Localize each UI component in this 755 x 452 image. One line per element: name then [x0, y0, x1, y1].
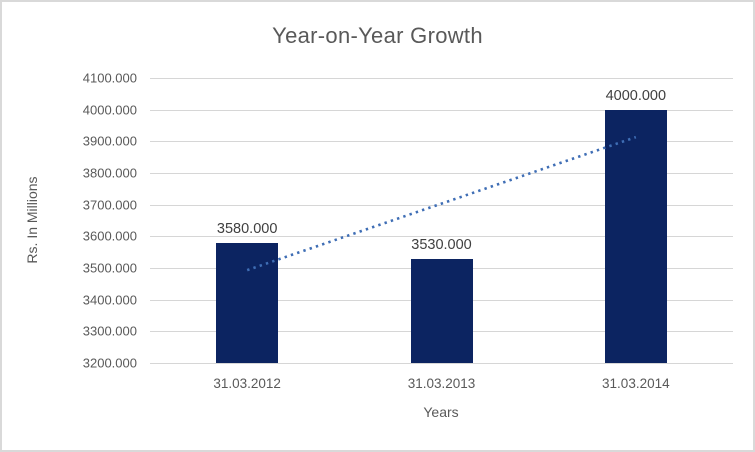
- y-tick-label: 4100.000: [82, 70, 137, 86]
- y-axis-labels: 3200.000 3300.000 3400.000 3500.000 3600.000…: [42, 71, 137, 371]
- gridline: [150, 173, 733, 174]
- chart-title: Year-on-Year Growth: [272, 23, 483, 48]
- y-tick-label: 3200.000: [82, 355, 137, 371]
- y-tick-label: 3600.000: [82, 228, 137, 244]
- y-axis-title: Rs. In Millions: [24, 176, 40, 264]
- bar-data-label: 3580.000: [216, 220, 278, 237]
- y-tick-label: 3900.000: [82, 133, 137, 149]
- bar: [410, 258, 473, 363]
- x-axis-title: Years: [423, 404, 459, 420]
- gridline: [150, 363, 733, 364]
- bar-data-label: 4000.000: [605, 87, 667, 104]
- bar: [604, 109, 667, 363]
- y-tick-label: 3500.000: [82, 260, 137, 276]
- y-tick-label: 3700.000: [82, 197, 137, 213]
- gridline: [150, 204, 733, 206]
- x-tick-label: 31.03.2014: [602, 376, 670, 391]
- x-tick-label: 31.03.2013: [407, 376, 476, 391]
- plot-area: 3580.000 31.03.2012 3530.000 31.03.2013 4000…: [150, 78, 733, 391]
- y-tick-label: 3400.000: [82, 292, 137, 308]
- gridline: [150, 236, 733, 238]
- gridline: [150, 141, 733, 143]
- gridline: [150, 78, 733, 79]
- y-tick-label: 3300.000: [82, 323, 137, 339]
- trendline: [246, 135, 637, 272]
- gridline: [150, 109, 733, 111]
- trendline-svg: [246, 135, 637, 272]
- y-tick-label: 4000.000: [82, 102, 137, 118]
- y-tick-label: 3800.000: [82, 165, 137, 181]
- x-tick-label: 31.03.2012: [213, 376, 281, 391]
- bar-data-label: 3530.000: [411, 236, 472, 253]
